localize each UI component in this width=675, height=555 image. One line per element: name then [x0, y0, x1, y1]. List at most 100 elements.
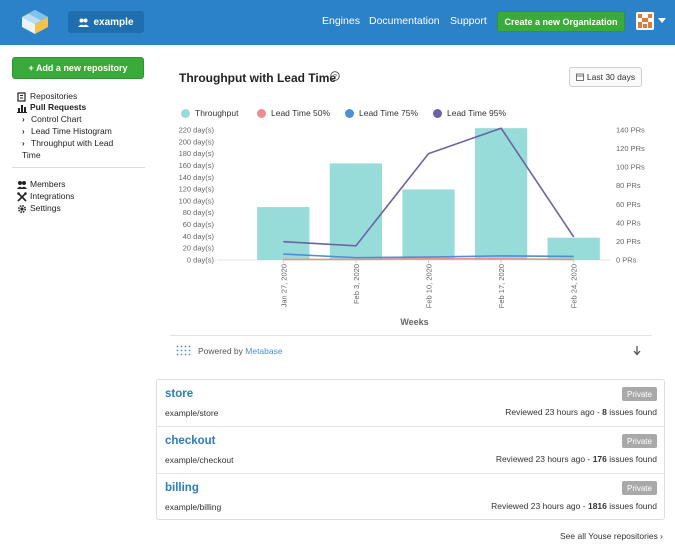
x-axis-tick-label: Feb 24, 2020: [570, 264, 579, 308]
bar: [474, 128, 528, 260]
user-avatar[interactable]: [636, 12, 654, 30]
x-axis-label: Weeks: [400, 317, 428, 327]
repositories-icon: [17, 92, 26, 102]
members-icon: [17, 181, 27, 189]
y-axis-tick-label: 80 day(s): [183, 208, 215, 217]
bar: [547, 237, 600, 260]
issue-count: 1816: [587, 501, 607, 511]
bar: [257, 207, 310, 260]
sidebar-item-repositories[interactable]: Repositories: [17, 91, 77, 102]
throughput-chart: 220 day(s) 200 day(s) 180 day(s) 160 day(s)…: [179, 126, 645, 328]
powered-by: Powered by Metabase: [176, 345, 283, 357]
bar: [402, 189, 455, 260]
repository-list: store example/store Private Reviewed 23 …: [156, 379, 665, 520]
help-icon[interactable]: ?: [330, 71, 340, 81]
legend-item-throughput[interactable]: Throughput: [181, 108, 238, 118]
review-time: Reviewed 23 hours ago -: [505, 407, 600, 417]
bar: [329, 163, 383, 260]
top-navigation-bar: example Engines Documentation Support Cr…: [0, 0, 675, 45]
legend-item-lead-time-50[interactable]: Lead Time 50%: [257, 108, 330, 118]
list-item[interactable]: checkout example/checkout Private Review…: [157, 426, 664, 472]
sidebar-item-lead-time-histogram[interactable]: › Lead Time Histogram: [22, 126, 112, 137]
y-axis-tick-label: 20 day(s): [183, 244, 215, 253]
sidebar-item-label: Control Chart: [31, 114, 82, 124]
review-time: Reviewed 23 hours ago -: [495, 454, 591, 464]
right-axis-tick-label: 120 PRs: [616, 144, 645, 153]
organization-selector[interactable]: example: [68, 11, 144, 33]
legend-label: Throughput: [195, 108, 239, 118]
list-item[interactable]: billing example/billing Private Reviewed…: [157, 473, 664, 519]
sidebar-divider: [12, 167, 145, 168]
issue-count: 8: [602, 407, 607, 417]
series-line: [283, 253, 574, 259]
repo-name-link[interactable]: billing: [165, 482, 199, 494]
sidebar-item-pull-requests[interactable]: Pull Requests: [17, 102, 86, 113]
right-axis-tick-label: 40 PRs: [616, 218, 641, 227]
right-axis-tick-label: 20 PRs: [616, 237, 641, 246]
issues-suffix: issues found: [609, 454, 657, 464]
date-range-button[interactable]: Last 30 days: [569, 67, 642, 87]
y-axis-tick-label: 220 day(s): [179, 126, 215, 135]
logo-icon[interactable]: [20, 8, 50, 36]
sidebar-item-control-chart[interactable]: › Control Chart: [22, 114, 82, 125]
legend-swatch: [433, 108, 442, 118]
sidebar-item-settings[interactable]: Settings: [17, 203, 61, 214]
right-axis-tick-label: 80 PRs: [616, 181, 641, 190]
right-axis-tick-label: 100 PRs: [616, 163, 645, 172]
legend-swatch: [257, 108, 266, 118]
repo-review-status: Reviewed 23 hours ago - 8 issues found: [505, 407, 657, 417]
download-icon[interactable]: [632, 345, 642, 357]
add-repository-button[interactable]: + Add a new repository: [12, 57, 144, 79]
sidebar-item-label: Settings: [30, 203, 61, 213]
user-menu-caret-icon[interactable]: [658, 18, 666, 23]
x-axis-tick-label: Feb 10, 2020: [425, 264, 434, 308]
sidebar-item-integrations[interactable]: Integrations: [17, 191, 74, 202]
series-line: [283, 258, 574, 261]
chart-footer-divider: [170, 335, 652, 336]
create-organization-button[interactable]: Create a new Organization: [497, 11, 625, 32]
see-all-repositories-link[interactable]: See all Youse repositories ›: [560, 531, 664, 541]
powered-by-text: Powered by: [198, 346, 243, 356]
legend-label: Lead Time 95%: [447, 108, 507, 118]
issue-count: 176: [592, 454, 607, 464]
right-axis-tick-label: 140 PRs: [616, 126, 645, 135]
sidebar-item-label: Lead Time Histogram: [31, 126, 112, 136]
svg-text:?: ?: [333, 73, 337, 80]
sidebar-item-throughput-with-lead-time[interactable]: › Throughput with Lead: [22, 138, 113, 149]
repo-path: example/store: [165, 408, 219, 418]
legend-item-lead-time-75[interactable]: Lead Time 75%: [345, 108, 418, 118]
organization-label: example: [93, 16, 134, 28]
status-badge: Private: [622, 387, 657, 401]
repo-review-status: Reviewed 23 hours ago - 1816 issues foun…: [491, 501, 657, 511]
review-time: Reviewed 23 hours ago -: [491, 501, 586, 511]
date-range-label: Last 30 days: [586, 72, 636, 82]
nav-link-documentation[interactable]: Documentation: [369, 15, 440, 27]
legend-swatch: [345, 108, 354, 118]
list-item[interactable]: store example/store Private Reviewed 23 …: [157, 380, 664, 426]
legend-label: Lead Time 75%: [359, 108, 419, 118]
calendar-icon: [575, 73, 584, 81]
sidebar-item-label: Integrations: [30, 191, 75, 201]
metabase-link[interactable]: Metabase: [245, 346, 283, 356]
x-axis-tick-label: Jan 27, 2020: [279, 264, 288, 307]
sidebar-item-label-continuation: Time: [22, 150, 41, 160]
nav-link-support[interactable]: Support: [450, 15, 487, 27]
repo-name-link[interactable]: checkout: [165, 435, 216, 447]
repo-review-status: Reviewed 23 hours ago - 176 issues found: [496, 454, 657, 464]
sidebar-item-label: Pull Requests: [30, 102, 87, 112]
issues-suffix: issues found: [609, 407, 657, 417]
metabase-logo-icon: [176, 345, 191, 356]
nav-link-engines[interactable]: Engines: [322, 15, 360, 27]
status-badge: Private: [622, 434, 657, 448]
gear-icon: [17, 204, 27, 214]
sidebar-item-label: Throughput with Lead: [31, 138, 114, 148]
legend-item-lead-time-95[interactable]: Lead Time 95%: [433, 108, 506, 118]
sidebar-item-label: Members: [30, 179, 66, 189]
x-axis-tick-label: Feb 3, 2020: [352, 264, 361, 304]
series-line: [283, 127, 575, 247]
sidebar-item-members[interactable]: Members: [17, 179, 65, 190]
y-axis-tick-label: 200 day(s): [179, 137, 215, 146]
chevron-right-icon: ›: [22, 127, 25, 136]
repo-name-link[interactable]: store: [165, 388, 194, 400]
right-axis-tick-label: 60 PRs: [616, 200, 641, 209]
